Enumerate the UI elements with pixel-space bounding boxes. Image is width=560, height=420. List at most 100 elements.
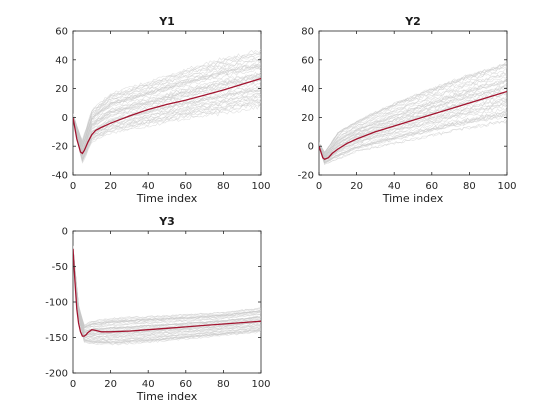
plot-lines — [319, 62, 507, 165]
simulation-line — [73, 94, 261, 160]
simulation-line — [319, 76, 507, 156]
simulation-line — [73, 74, 261, 152]
simulation-line — [319, 106, 507, 162]
simulation-paths — [73, 49, 261, 164]
simulation-line — [319, 63, 507, 154]
simulation-line — [73, 246, 261, 328]
simulation-line — [319, 87, 507, 158]
simulation-line — [73, 248, 261, 336]
y-tick-label: -100 — [45, 298, 68, 309]
x-axis-label: Time index — [136, 192, 198, 205]
simulation-line — [73, 248, 261, 336]
simulation-line — [319, 99, 507, 161]
x-axis: 0 20 40 60 80 100 — [70, 231, 271, 390]
plot-lines — [73, 245, 261, 346]
simulation-line — [73, 98, 261, 162]
y-tick-label: -200 — [45, 369, 68, 380]
simulation-line — [73, 100, 261, 162]
x-tick-label: 60 — [179, 181, 192, 192]
y-tick-label: 20 — [55, 84, 68, 95]
plot-area — [72, 230, 262, 374]
y-tick-label: -150 — [45, 333, 68, 344]
y-tick-label: 40 — [301, 84, 314, 95]
y-tick-label: 0 — [308, 142, 314, 153]
x-tick-label: 80 — [217, 181, 230, 192]
simulation-line — [73, 84, 261, 155]
mean-line — [319, 90, 507, 160]
simulation-line — [319, 85, 507, 158]
mean-line — [73, 77, 261, 155]
simulation-line — [73, 74, 261, 151]
simulation-line — [319, 111, 507, 163]
subplot-title: Y1 — [158, 15, 175, 28]
y-axis: -40 -20 0 20 40 60 — [52, 27, 261, 182]
subplot-y3: 0 20 40 60 80 100 -200 -150 -100 -50 0 Y3 Time index — [45, 215, 270, 403]
simulation-line — [319, 78, 507, 157]
simulation-line — [73, 249, 261, 339]
simulation-line — [319, 114, 507, 164]
x-axis: 0 20 40 60 80 100 — [70, 31, 271, 192]
simulation-line — [73, 245, 261, 326]
simulation-line — [73, 87, 261, 157]
simulation-line — [319, 84, 507, 157]
simulation-line — [73, 57, 261, 145]
y-tick-label: 60 — [55, 27, 68, 38]
simulation-line — [73, 101, 261, 162]
y-tick-label: 0 — [62, 113, 68, 124]
simulation-line — [319, 74, 507, 156]
x-tick-label: 80 — [463, 181, 476, 192]
x-tick-label: 40 — [388, 181, 401, 192]
simulation-line — [319, 80, 507, 157]
y-tick-label: 80 — [301, 27, 314, 38]
x-axis-label: Time index — [382, 192, 444, 205]
simulation-line — [73, 71, 261, 150]
x-tick-label: 40 — [142, 181, 155, 192]
simulation-line — [73, 92, 261, 159]
simulation-line — [319, 62, 507, 154]
simulation-line — [73, 105, 261, 164]
simulation-line — [73, 93, 261, 159]
subplot-title: Y2 — [404, 15, 421, 28]
simulation-line — [73, 63, 261, 147]
x-tick-label: 80 — [217, 379, 230, 390]
x-tick-label: 100 — [251, 379, 270, 390]
simulation-line — [73, 250, 261, 344]
simulation-line — [319, 92, 507, 160]
simulation-line — [73, 49, 261, 141]
y-axis: -200 -150 -100 -50 0 — [45, 227, 261, 380]
x-tick-label: 40 — [142, 379, 155, 390]
x-tick-label: 0 — [70, 379, 76, 390]
x-tick-label: 20 — [350, 181, 363, 192]
x-tick-label: 100 — [497, 181, 516, 192]
x-tick-label: 60 — [425, 181, 438, 192]
simulation-line — [73, 247, 261, 333]
x-tick-label: 0 — [316, 181, 322, 192]
simulation-line — [319, 79, 507, 157]
simulation-paths — [319, 62, 507, 165]
y-tick-label: -20 — [52, 142, 68, 153]
x-tick-label: 0 — [70, 181, 76, 192]
y-tick-label: 20 — [301, 113, 314, 124]
simulation-line — [73, 55, 261, 144]
subplot-y1: 0 20 40 60 80 100 -40 -20 0 20 40 60 Y1 Time index — [52, 15, 271, 205]
x-tick-label: 60 — [179, 379, 192, 390]
simulation-line — [73, 56, 261, 145]
simulation-line — [73, 93, 261, 160]
simulation-line — [73, 249, 261, 341]
x-axis-label: Time index — [136, 390, 198, 403]
simulation-line — [73, 71, 261, 151]
simulation-line — [73, 246, 261, 330]
simulation-line — [73, 247, 261, 332]
simulation-line — [73, 246, 261, 328]
simulation-line — [73, 59, 261, 146]
x-axis: 0 20 40 60 80 100 — [316, 31, 517, 192]
mean-line — [73, 248, 261, 337]
simulation-line — [319, 104, 507, 162]
simulation-line — [73, 246, 261, 331]
simulation-line — [319, 118, 507, 165]
y-tick-label: 60 — [301, 55, 314, 66]
plot-lines — [73, 49, 261, 164]
y-tick-label: 40 — [55, 55, 68, 66]
